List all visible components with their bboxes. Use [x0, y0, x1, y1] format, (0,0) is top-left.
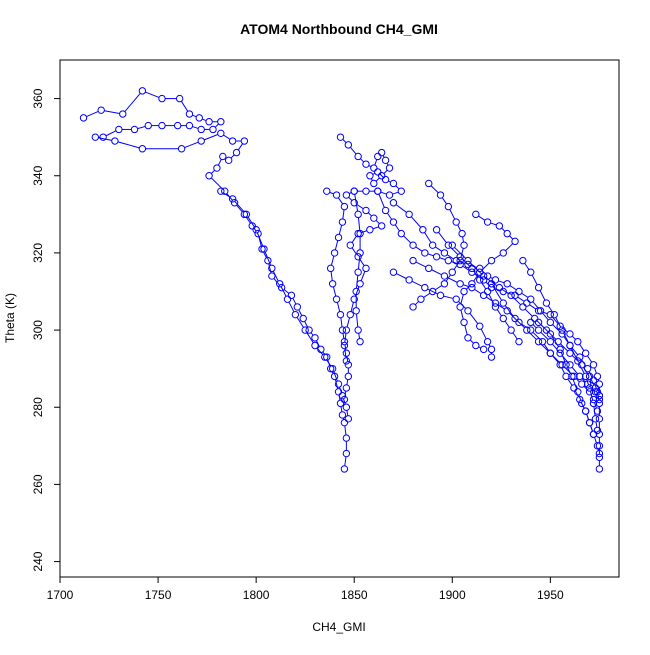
x-tick-label: 1950: [537, 588, 564, 602]
x-tick-label: 1800: [243, 588, 270, 602]
y-axis-title: Theta (K): [3, 293, 17, 343]
x-tick-label: 1750: [145, 588, 172, 602]
y-tick-label: 240: [31, 551, 45, 571]
chart-title: ATOM4 Northbound CH4_GMI: [240, 21, 438, 37]
y-tick-label: 360: [31, 88, 45, 108]
x-axis-title: CH4_GMI: [312, 620, 365, 634]
y-tick-label: 260: [31, 474, 45, 494]
y-tick-label: 320: [31, 243, 45, 263]
x-tick-label: 1850: [341, 588, 368, 602]
y-tick-label: 280: [31, 397, 45, 417]
y-tick-label: 340: [31, 165, 45, 185]
x-tick-label: 1900: [439, 588, 466, 602]
y-tick-label: 300: [31, 320, 45, 340]
x-tick-label: 1700: [47, 588, 74, 602]
